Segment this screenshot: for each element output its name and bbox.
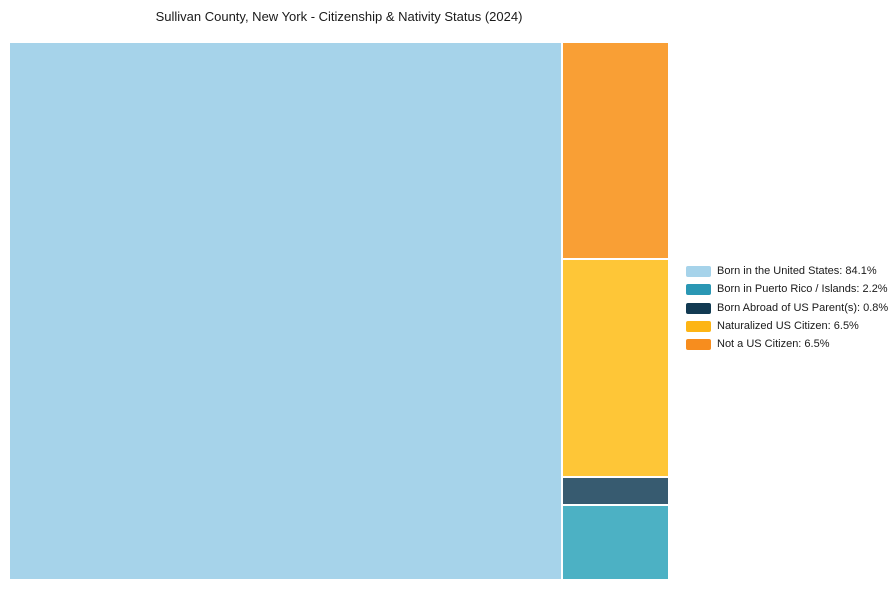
legend-item-not-a-us-citizen: Not a US Citizen: 6.5% xyxy=(686,338,888,351)
legend-swatch-not-a-us-citizen xyxy=(686,339,711,351)
legend-swatch-born-in-puerto-rico-islands xyxy=(686,284,711,296)
legend-swatch-naturalized-us-citizen xyxy=(686,320,711,332)
legend-item-born-abroad-of-us-parents: Born Abroad of US Parent(s): 0.8% xyxy=(686,301,889,314)
treemap-block-born-abroad-of-us-parents xyxy=(563,477,668,505)
legend: Born in the United States: 84.1% Born in … xyxy=(686,266,888,357)
treemap-block-born-in-puerto-rico-islands xyxy=(563,506,668,579)
legend-swatch-born-abroad-of-us-parents xyxy=(686,302,711,314)
chart-title: Sullivan County, New York - Citizenship … xyxy=(155,9,523,24)
treemap-block-born-in-the-united-states xyxy=(10,43,561,579)
legend-label: Not a US Citizen: 6.5% xyxy=(717,338,830,351)
treemap-plot xyxy=(10,43,668,579)
legend-label: Naturalized US Citizen: 6.5% xyxy=(717,319,859,332)
treemap-block-not-a-us-citizen xyxy=(563,43,668,259)
treemap-side-column xyxy=(563,43,668,579)
legend-label: Born Abroad of US Parent(s): 0.8% xyxy=(717,301,889,314)
legend-label: Born in Puerto Rico / Islands: 2.2% xyxy=(717,283,888,296)
legend-label: Born in the United States: 84.1% xyxy=(717,265,877,277)
treemap-block-naturalized-us-citizen xyxy=(563,260,668,476)
legend-item-naturalized-us-citizen: Naturalized US Citizen: 6.5% xyxy=(686,319,888,332)
legend-item-born-in-puerto-rico-islands: Born in Puerto Rico / Islands: 2.2% xyxy=(686,283,888,296)
legend-item-born-in-the-united-states: Born in the United States: 84.1% xyxy=(686,266,888,277)
legend-swatch-born-in-the-united-states xyxy=(686,266,711,277)
